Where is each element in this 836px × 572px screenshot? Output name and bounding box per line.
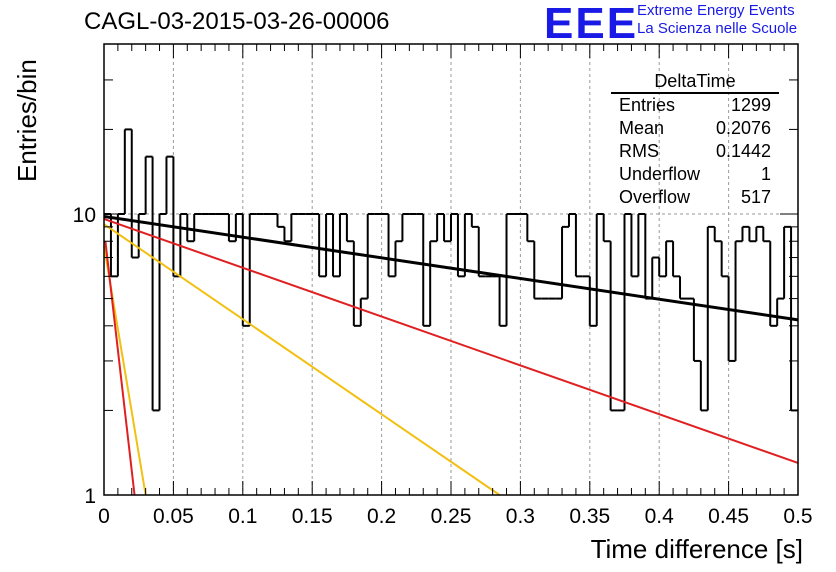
stats-row-overflow: Overflow 517 bbox=[611, 186, 779, 209]
eee-logo-text: Extreme Energy Events La Scienza nelle S… bbox=[637, 2, 797, 38]
stats-value: 0.1442 bbox=[715, 141, 771, 161]
x-tick-label: 0.45 bbox=[708, 505, 749, 528]
fit-curve-total bbox=[103, 214, 799, 322]
y-tick-label: 10 bbox=[73, 204, 96, 227]
eee-logo: EEE bbox=[544, 0, 639, 48]
histogram-bars bbox=[104, 128, 798, 412]
stats-box: DeltaTime Entries 1299 Mean 0.2076 RMS 0.14… bbox=[611, 71, 779, 209]
fit-curve-red_fast bbox=[104, 241, 136, 496]
stats-row-rms: RMS 0.1442 bbox=[611, 140, 779, 163]
y-tick-label: 1 bbox=[84, 485, 96, 508]
fit-curves bbox=[103, 214, 799, 496]
x-tick-label: 0.05 bbox=[153, 505, 194, 528]
stats-value: 1299 bbox=[730, 95, 771, 115]
stats-label: Entries bbox=[619, 95, 676, 115]
x-tick-label: 0.2 bbox=[367, 505, 396, 528]
axis-ticks bbox=[103, 44, 799, 496]
x-tick-label: 0.35 bbox=[569, 505, 610, 528]
stats-value: 517 bbox=[740, 187, 771, 207]
tick-labels: 0 0.05 0.1 0.15 0.2 0.25 0.3 0.35 0.4 0.45 0.5 1 10 bbox=[73, 204, 813, 528]
x-tick-label: 0.25 bbox=[431, 505, 472, 528]
fit-curve-red_slow bbox=[103, 218, 799, 464]
stats-title: DeltaTime bbox=[611, 71, 779, 94]
logo-line-1: Extreme Energy Events bbox=[637, 2, 795, 19]
stats-row-underflow: Underflow 1 bbox=[611, 163, 779, 186]
fit-curve-yellow_mid bbox=[103, 223, 501, 496]
stats-value: 1 bbox=[760, 164, 771, 184]
x-tick-label: 0.3 bbox=[506, 505, 535, 528]
x-tick-label: 0.1 bbox=[228, 505, 257, 528]
logo-line-2: La Scienza nelle Scuole bbox=[637, 20, 798, 37]
stats-row-entries: Entries 1299 bbox=[611, 94, 779, 117]
x-axis-label: Time difference [s] bbox=[590, 534, 803, 564]
stats-label: Overflow bbox=[619, 187, 691, 207]
x-tick-label: 0.15 bbox=[292, 505, 333, 528]
stats-value: 0.2076 bbox=[715, 118, 771, 138]
stats-label: Mean bbox=[619, 118, 665, 138]
stats-label: RMS bbox=[619, 141, 659, 161]
stats-label: Underflow bbox=[619, 164, 701, 184]
x-tick-label: 0.4 bbox=[645, 505, 675, 528]
y-axis-label: Entries/bin bbox=[12, 59, 42, 182]
x-tick-label: 0.5 bbox=[783, 505, 812, 528]
chart-title: CAGL-03-2015-03-26-00006 bbox=[84, 8, 390, 35]
stats-row-mean: Mean 0.2076 bbox=[611, 117, 779, 140]
x-tick-label: 0 bbox=[98, 505, 110, 528]
